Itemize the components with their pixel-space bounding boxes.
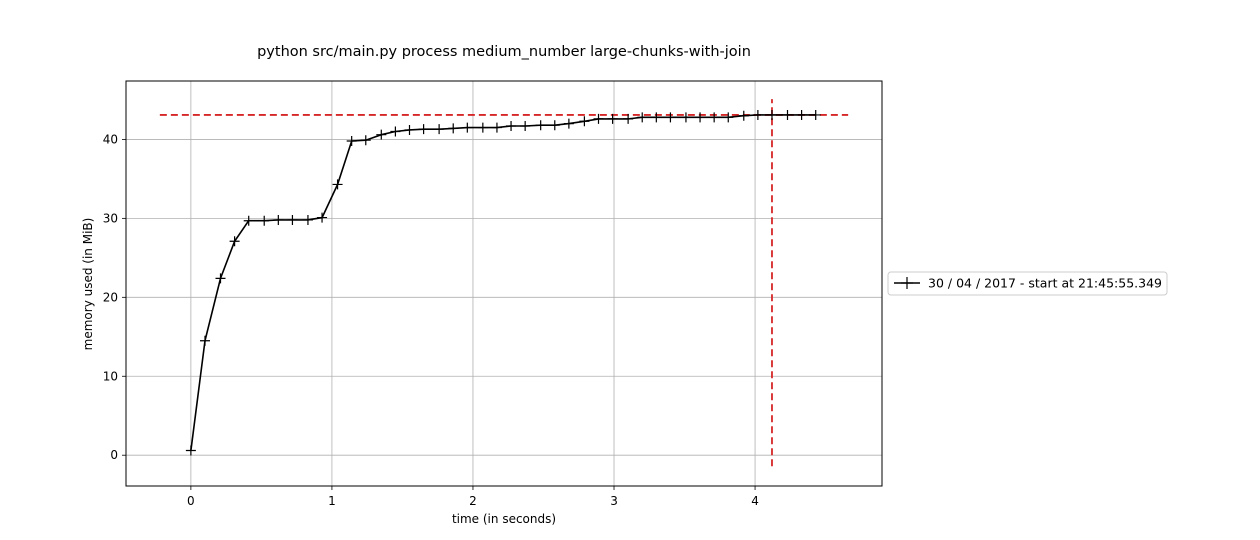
x-axis: 0 1 2 3 4: [187, 486, 759, 508]
data-point: [302, 214, 313, 225]
data-point: [259, 215, 270, 226]
data-point: [520, 121, 531, 131]
x-tick-label: 0: [187, 494, 195, 508]
data-point: [273, 214, 284, 225]
y-tick-label: 0: [110, 448, 118, 462]
y-tick-label: 30: [103, 211, 118, 225]
data-point: [535, 120, 546, 131]
y-axis: 0 10 20 30 40: [103, 132, 126, 462]
data-point: [390, 126, 401, 137]
data-point: [579, 116, 590, 127]
data-point: [752, 109, 763, 120]
data-point: [287, 214, 298, 225]
data-point: [376, 129, 387, 140]
data-point: [651, 112, 662, 123]
y-tick-label: 40: [103, 132, 118, 146]
data-point: [404, 124, 415, 135]
data-point: [477, 122, 488, 133]
data-point: [593, 113, 604, 124]
y-tick-label: 10: [103, 369, 118, 383]
plot-frame: [125, 80, 883, 487]
legend: 30 / 04 / 2017 - start at 21:45:55.349: [887, 271, 1168, 296]
data-point: [215, 273, 226, 284]
data-point: [549, 120, 560, 131]
x-tick-label: 4: [751, 494, 759, 508]
data-point: [782, 109, 793, 120]
data-point: [738, 110, 749, 121]
data-point: [418, 124, 429, 135]
data-point: [434, 124, 445, 135]
x-tick-label: 1: [328, 494, 336, 508]
x-axis-label: time (in seconds): [452, 512, 556, 526]
data-point: [796, 109, 807, 120]
x-tick-label: 2: [469, 494, 477, 508]
x-tick-label: 3: [610, 494, 618, 508]
data-point: [185, 445, 196, 456]
legend-marker: [901, 277, 913, 289]
data-point: [243, 215, 254, 226]
data-point: [491, 122, 502, 133]
legend-entry-label: 30 / 04 / 2017 - start at 21:45:55.349: [928, 276, 1162, 291]
data-point: [506, 121, 517, 131]
y-tick-label: 20: [103, 290, 118, 304]
data-point: [637, 112, 648, 123]
data-point: [695, 112, 706, 123]
data-point: [563, 118, 574, 129]
data-point: [199, 335, 210, 346]
reference-lines: [159, 99, 849, 467]
chart-title: python src/main.py process medium_number…: [257, 44, 751, 60]
y-axis-label: memory used (in MiB): [81, 218, 95, 351]
data-point: [607, 113, 618, 124]
data-point: [723, 112, 734, 123]
data-point: [229, 236, 240, 247]
data-point: [360, 135, 371, 146]
legend-box: [887, 271, 1168, 296]
data-point: [448, 123, 459, 134]
data-point: [709, 112, 720, 123]
data-point: [462, 122, 473, 133]
grid-lines: [126, 81, 882, 486]
data-point: [680, 112, 691, 123]
data-point: [332, 179, 343, 190]
data-point: [810, 109, 821, 120]
data-point: [623, 113, 634, 124]
data-point: [346, 136, 357, 146]
series-layer: [185, 109, 821, 456]
data-point: [317, 212, 328, 223]
data-point: [766, 109, 777, 120]
data-point: [665, 112, 676, 123]
